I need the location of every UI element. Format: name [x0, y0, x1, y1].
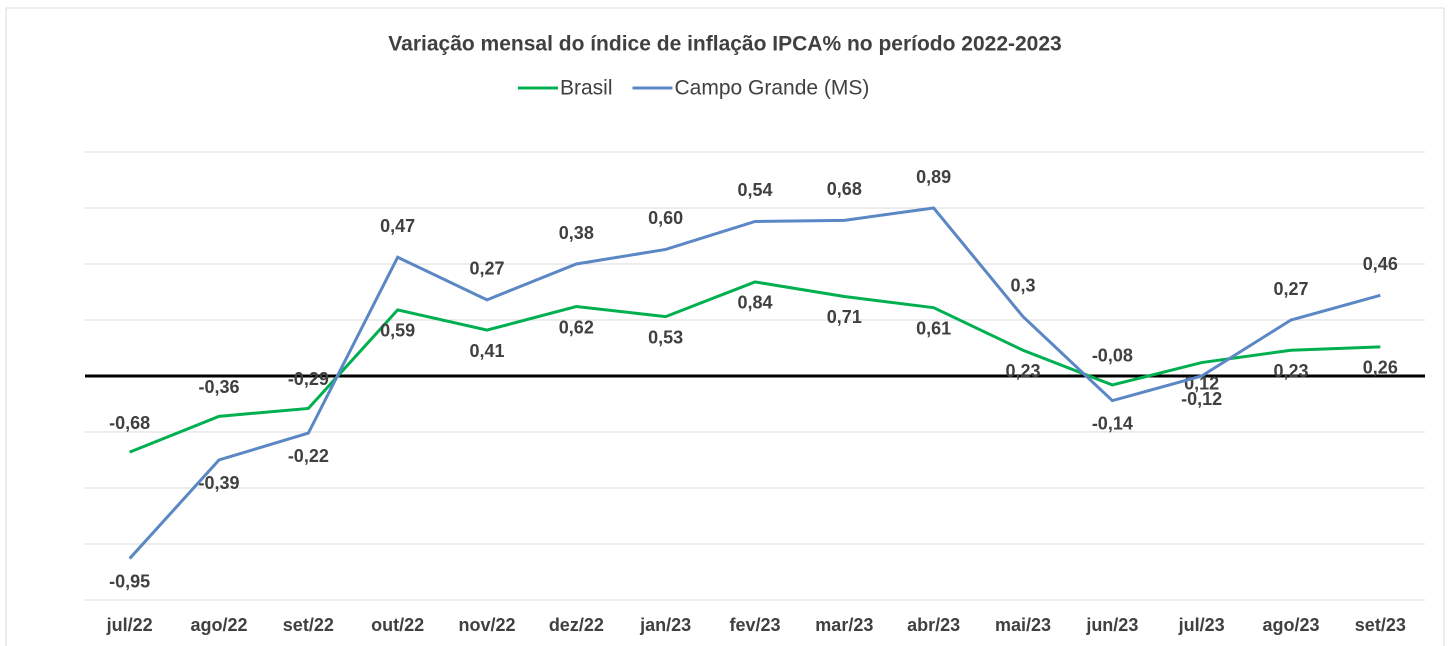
chart-border: [5, 7, 1445, 646]
x-tick-label: set/23: [1355, 615, 1406, 635]
data-label: 0,68: [827, 179, 862, 199]
data-label: 0,47: [380, 216, 415, 236]
data-label: 0,71: [827, 307, 862, 327]
data-label: 0,59: [380, 321, 415, 341]
data-label: -0,68: [109, 413, 150, 433]
x-tick-label: abr/23: [907, 615, 960, 635]
data-label: 0,84: [737, 293, 772, 313]
data-label: 0,38: [559, 223, 594, 243]
x-tick-label: set/22: [283, 615, 334, 635]
series-line: [128, 206, 1381, 560]
data-label: 0,23: [1005, 361, 1040, 381]
data-label: -0,29: [288, 369, 329, 389]
x-tick-label: dez/22: [549, 615, 604, 635]
x-tick-label: ago/23: [1262, 615, 1319, 635]
legend-label: Brasil: [560, 77, 613, 100]
data-label: -0,12: [1181, 389, 1222, 409]
data-label: 0,61: [916, 318, 951, 338]
legend-label: Campo Grande (MS): [675, 77, 870, 100]
data-label: 0,23: [1273, 361, 1308, 381]
data-label: -0,08: [1092, 346, 1133, 366]
data-label: 0,60: [648, 208, 683, 228]
data-label: 0,27: [1273, 279, 1308, 299]
x-tick-label: jul/22: [106, 615, 153, 635]
data-label: -0,95: [109, 571, 150, 591]
x-tick-label: out/22: [371, 615, 424, 635]
data-label: -0,39: [198, 473, 239, 493]
data-label: 0,53: [648, 327, 683, 347]
data-label: 0,27: [469, 259, 504, 279]
x-tick-label: mar/23: [815, 615, 873, 635]
data-label: 0,26: [1363, 358, 1398, 378]
data-label: 0,54: [737, 180, 772, 200]
x-tick-label: jun/23: [1085, 615, 1138, 635]
x-tick-label: jul/23: [1178, 615, 1225, 635]
x-tick-label: fev/23: [729, 615, 780, 635]
data-label: -0,22: [288, 446, 329, 466]
data-label: 0,62: [559, 317, 594, 337]
chart-title: Variação mensal do índice de inflação IP…: [388, 33, 1061, 56]
data-label: -0,14: [1092, 413, 1133, 433]
x-tick-label: jan/23: [639, 615, 691, 635]
data-label: -0,36: [198, 377, 239, 397]
data-label: 0,3: [1010, 275, 1035, 295]
data-label: 0,89: [916, 167, 951, 187]
x-tick-label: mai/23: [995, 615, 1051, 635]
x-tick-label: nov/22: [458, 615, 515, 635]
x-tick-label: ago/22: [190, 615, 247, 635]
data-label: 0,46: [1363, 254, 1398, 274]
data-label: 0,41: [469, 341, 504, 361]
